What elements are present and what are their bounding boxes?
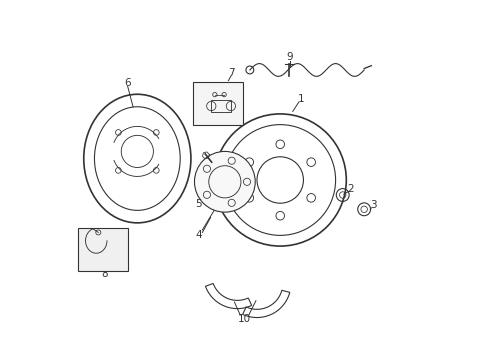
Circle shape bbox=[194, 152, 255, 212]
Text: 7: 7 bbox=[227, 68, 234, 78]
Text: 6: 6 bbox=[124, 78, 131, 88]
Text: 9: 9 bbox=[286, 53, 293, 63]
Bar bbox=[192, 82, 242, 125]
Bar bbox=[78, 228, 128, 271]
Text: 1: 1 bbox=[297, 94, 304, 104]
Text: 3: 3 bbox=[370, 200, 376, 210]
Text: 8: 8 bbox=[101, 269, 107, 279]
Bar bbox=[211, 100, 230, 112]
Text: 10: 10 bbox=[238, 314, 250, 324]
Text: 2: 2 bbox=[347, 184, 353, 194]
Text: 5: 5 bbox=[195, 199, 202, 209]
Text: 4: 4 bbox=[195, 230, 202, 240]
